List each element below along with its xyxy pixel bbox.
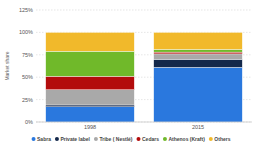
tick-label: 25% [22,97,33,103]
bar-segment [46,32,135,51]
bar-segment [154,52,243,54]
x-axis [36,122,252,123]
grid-line [36,10,252,11]
legend-marker [32,137,36,141]
bar-segment [154,32,243,49]
legend-marker [136,137,140,141]
legend-label: Private label [60,136,90,142]
bar-segment [46,76,135,89]
axis-label: Market share [4,51,10,80]
legend-marker [209,137,213,141]
legend-marker [55,137,59,141]
category-label: 2015 [192,124,204,130]
tick-label: 125% [19,7,33,13]
tick-label: 50% [22,74,33,80]
legend-item: Private label [55,136,91,142]
tick-label: 100% [19,29,33,35]
legend-marker [94,137,98,141]
bar-segment [154,59,243,67]
bar-segment [154,54,243,59]
legend-item: Others [209,136,231,142]
bar-segment [154,49,243,52]
bars [46,32,243,122]
legend-item: Athenos (Kraft) [163,136,205,142]
chart: 0% 25% 50% 75% 100% 125% Market share 1998 2015 S… [0,0,260,145]
legend-label: Cedars [142,136,159,142]
bar-segment [154,67,243,122]
legend-item: Cedars [136,136,159,142]
tick-label: 75% [22,52,33,58]
tick-label: 0% [25,119,33,125]
legend-label: Athenos (Kraft) [168,136,205,142]
category-label: 1998 [84,124,96,130]
bar-segment [46,105,135,107]
bar-segment [46,51,135,76]
legend: Sabra Private label Tribe ( Nestlé) Cedars A… [32,136,231,142]
legend-label: Sabra [37,136,51,142]
legend-item: Sabra [32,136,52,142]
bar-segment [46,107,135,122]
legend-label: Tribe ( Nestlé) [99,136,132,142]
legend-item: Tribe ( Nestlé) [94,136,133,142]
bar-segment [46,90,135,105]
legend-marker [163,137,167,141]
legend-label: Others [214,136,230,142]
